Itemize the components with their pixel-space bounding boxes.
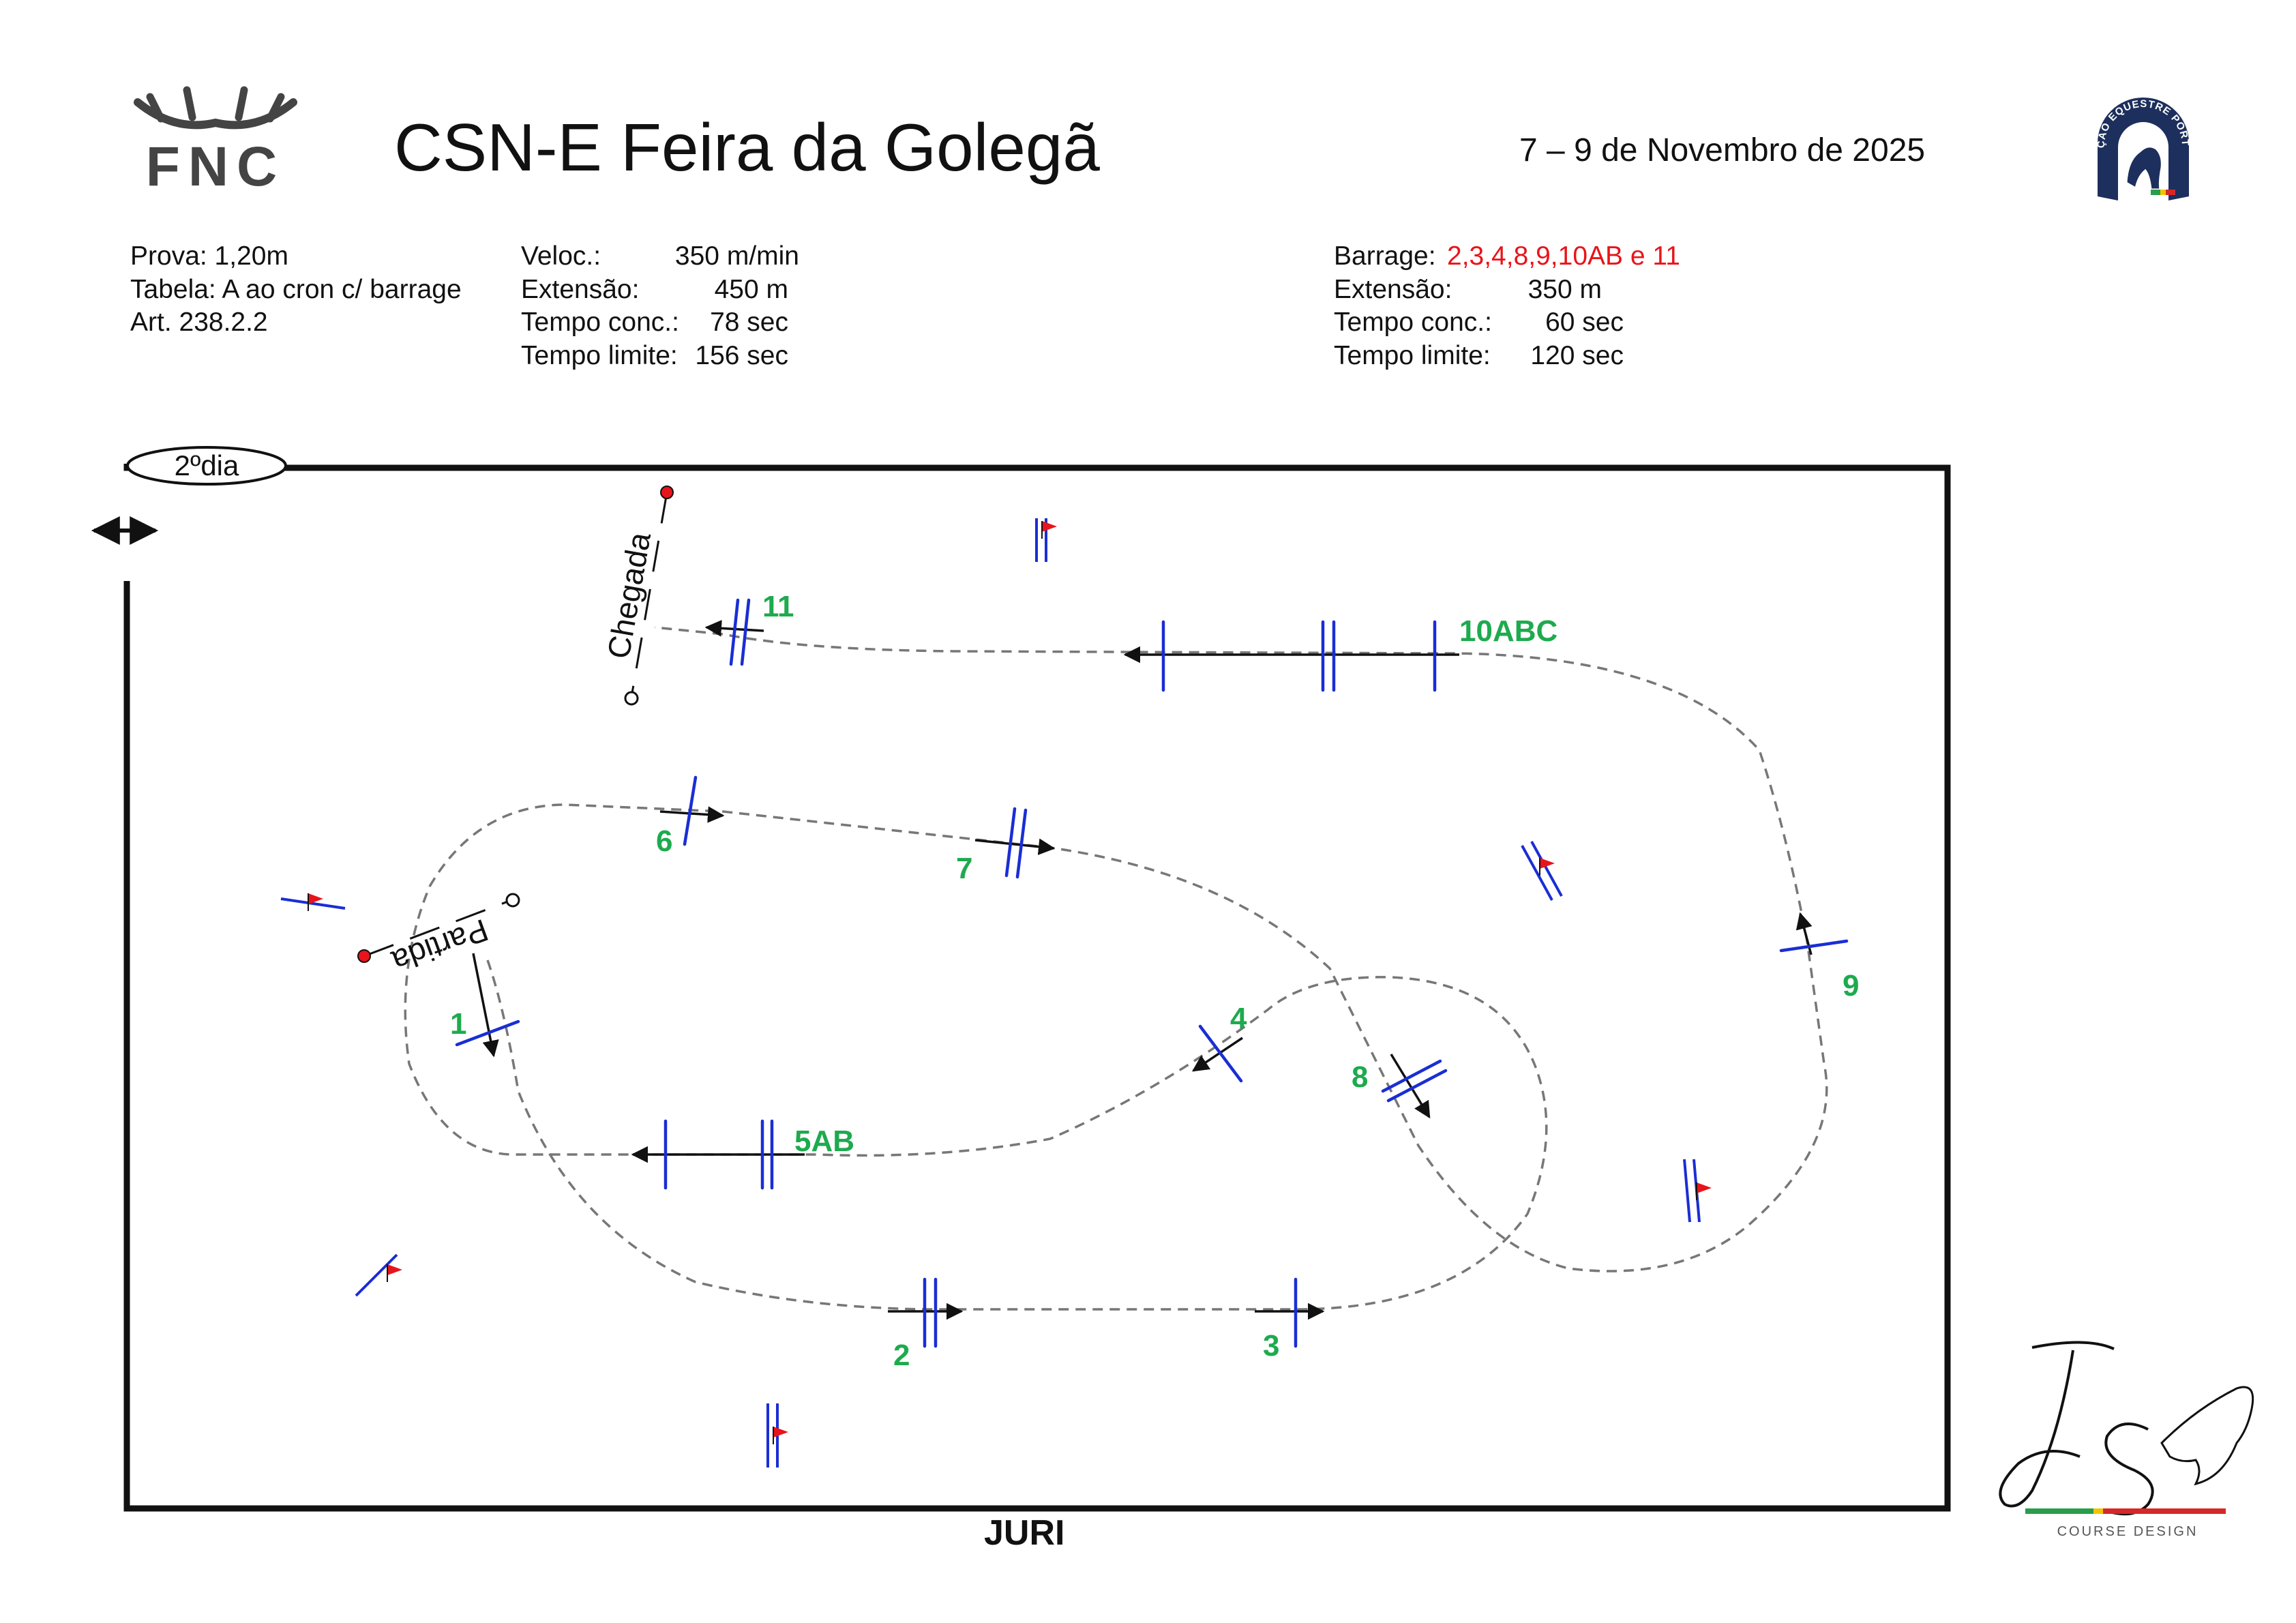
fence-10abc xyxy=(1161,620,1437,692)
jumpoff-time-limit-label: Tempo limite: xyxy=(1334,340,1491,370)
fences xyxy=(455,598,1849,1348)
flag-icon xyxy=(280,893,346,912)
direction-arrows xyxy=(472,620,1813,1320)
tabela-text: Tabela: A ao cron c/ barrage xyxy=(130,274,462,304)
fence-number: 4 xyxy=(1230,1002,1247,1035)
jumpoff-label: Barrage: xyxy=(1334,241,1436,271)
flag-icon xyxy=(1035,518,1058,562)
jumpoff-fences: 2,3,4,8,9,10AB e 11 xyxy=(1447,241,1680,271)
fence-number: 3 xyxy=(1263,1329,1279,1363)
fence-9 xyxy=(1779,939,1849,953)
fence-6 xyxy=(683,775,698,846)
time-limit-value: 156 sec xyxy=(695,340,788,370)
fence-number: 1 xyxy=(450,1007,466,1041)
flag-icon xyxy=(1521,841,1563,901)
jumpoff-time-limit-value: 120 sec xyxy=(1530,340,1624,370)
length-value: 450 m xyxy=(714,274,788,304)
designer-caption: COURSE DESIGN xyxy=(2057,1524,2198,1539)
info-middle: Veloc.: 350 m/min Extensão: 450 m Tempo co… xyxy=(521,240,799,372)
fence-4 xyxy=(1198,1024,1243,1083)
course-route xyxy=(404,626,1828,1311)
jumpoff-time-allowed-label: Tempo conc.: xyxy=(1334,308,1492,337)
time-allowed-value: 78 sec xyxy=(710,308,788,337)
designer-logo: COURSE DESIGN JS xyxy=(1991,1341,2264,1545)
day-label-text: 2ºdia xyxy=(175,449,239,481)
start-line: Partida xyxy=(357,893,520,980)
fence-number: 5AB xyxy=(794,1125,854,1158)
jumpoff-length-value: 350 m xyxy=(1527,274,1602,304)
fence-7 xyxy=(1004,807,1028,879)
fnc-logo: FNC xyxy=(134,85,297,198)
fnc-logo-text: FNC xyxy=(146,136,286,194)
jury-label: JURI xyxy=(984,1513,1065,1553)
speed-value: 350 m/min xyxy=(674,241,799,271)
horse-head-icon xyxy=(2125,145,2163,191)
info-left: Prova: 1,20m Tabela: A ao cron c/ barrag… xyxy=(130,240,512,340)
event-date: 7 – 9 de Novembro de 2025 xyxy=(1519,132,1926,168)
flag-icon xyxy=(1683,1159,1712,1223)
flag-icon xyxy=(766,1403,789,1468)
fence-number: 8 xyxy=(1352,1060,1368,1094)
crown-icon: FNC xyxy=(134,86,297,198)
day-label: 2ºdia xyxy=(126,446,287,486)
fence-number: 10ABC xyxy=(1459,614,1557,648)
prova-text: Prova: 1,20m xyxy=(130,241,288,271)
time-allowed-label: Tempo conc.: xyxy=(521,308,679,337)
fence-number: 9 xyxy=(1843,969,1859,1002)
practice-flags xyxy=(280,518,1712,1468)
fence-1 xyxy=(455,1019,520,1047)
speed-label: Veloc.: xyxy=(521,241,601,271)
horse-silhouette-icon xyxy=(2160,1386,2254,1486)
article-text: Art. 238.2.2 xyxy=(130,308,268,337)
page-title: CSN-E Feira da Golegã xyxy=(394,110,1100,185)
obstacle-numbers: 1 2 3 4 5AB 6 7 8 9 10ABC 11 xyxy=(450,590,1859,1372)
length-label: Extensão: xyxy=(521,274,640,304)
info-right: Barrage: 2,3,4,8,9,10AB e 11 Extensão: 350… xyxy=(1334,240,1743,372)
fence-8 xyxy=(1381,1059,1448,1103)
fence-2 xyxy=(923,1277,938,1348)
fep-logo: FEDERAÇÃO EQUESTRE PORTUGUESA xyxy=(2084,72,2198,210)
fence-number: 2 xyxy=(893,1339,910,1372)
arena-border xyxy=(123,464,1951,1512)
fence-number: 6 xyxy=(656,824,672,858)
fence-11 xyxy=(729,598,751,666)
flag-icon xyxy=(355,1253,403,1297)
time-limit-label: Tempo limite: xyxy=(521,340,678,370)
fence-5ab xyxy=(664,1119,774,1190)
fence-number: 11 xyxy=(762,590,794,623)
fence-number: 7 xyxy=(956,852,972,885)
jumpoff-length-label: Extensão: xyxy=(1334,274,1452,304)
finish-line: Chegada xyxy=(600,486,674,706)
jumpoff-time-allowed-value: 60 sec xyxy=(1545,308,1624,337)
